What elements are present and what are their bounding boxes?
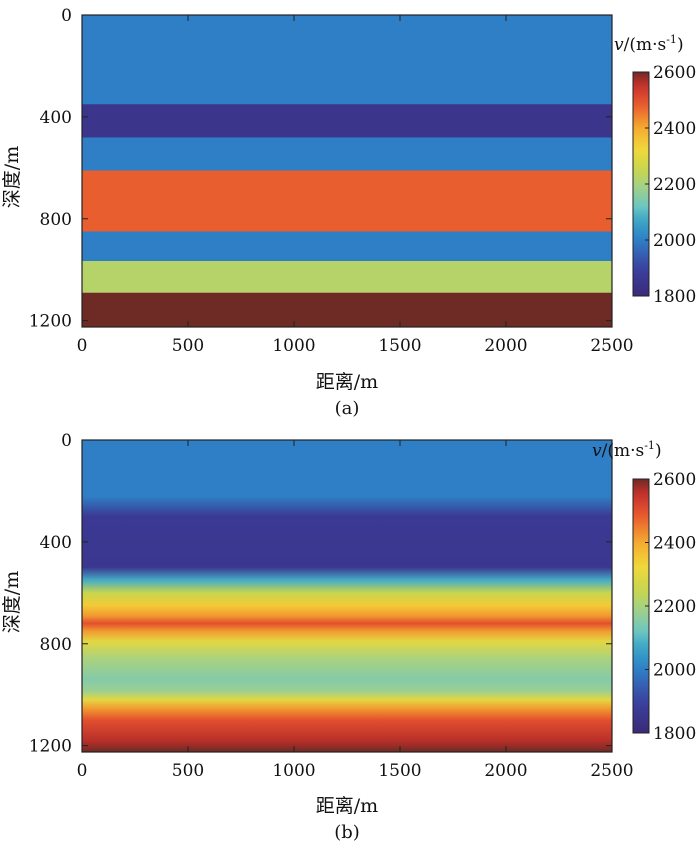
y-tick-label: 800 [40, 210, 72, 230]
x-tick-label: 500 [172, 761, 204, 781]
colorbar-tick-label: 2200 [653, 175, 696, 195]
y-axis-title: 深度/m [1, 146, 23, 208]
x-axis-title: 距离/m [316, 795, 378, 817]
colorbar-tick-label: 2000 [653, 231, 696, 251]
colorbar-title-variable: v [592, 441, 602, 461]
colorbar-tick-label: 2600 [653, 470, 696, 490]
panel-label: (b) [334, 822, 360, 843]
colorbar-title-exponent: -1 [666, 33, 677, 46]
y-tick-label: 800 [40, 635, 72, 655]
panel-label: (a) [335, 398, 360, 419]
chart-panel-a: 0 500 1000 1500 2000 2500 0 400 800 1200 距离/m 深度/m (… [1, 6, 696, 419]
y-tick-label: 1200 [29, 737, 72, 757]
y-tick-label: 0 [61, 6, 72, 26]
colorbar-title-variable: v [614, 35, 624, 55]
colorbar-tick-label: 2400 [653, 119, 696, 139]
x-tick-label: 1000 [272, 336, 315, 356]
y-tick-label: 400 [40, 108, 72, 128]
colorbar-title-close: ) [655, 441, 662, 461]
colorbar-tick-label: 2000 [653, 661, 696, 681]
colorbar-title: v/(m·s-1) [614, 33, 684, 55]
colorbar-tick-label: 1800 [653, 287, 696, 307]
colorbar-tick-label: 1800 [653, 724, 696, 744]
colorbar-title-close: ) [677, 35, 684, 55]
x-tick-label: 1500 [378, 336, 421, 356]
y-tick-label: 1200 [29, 312, 72, 332]
plot-frame [81, 439, 613, 753]
colorbar-title-exponent: -1 [644, 439, 655, 452]
colorbar-tick-label: 2600 [653, 63, 696, 83]
colorbar-title: v/(m·s-1) [592, 439, 662, 461]
x-tick-label: 500 [172, 336, 204, 356]
velocity-field [82, 15, 612, 327]
colorbar-tick-label: 2200 [653, 597, 696, 617]
y-tick-label: 0 [61, 431, 72, 451]
x-tick-label: 2500 [590, 761, 633, 781]
x-tick-label: 2500 [590, 336, 633, 356]
x-axis-title: 距离/m [316, 371, 378, 393]
y-tick-label: 400 [40, 533, 72, 553]
x-tick-label: 1000 [272, 761, 315, 781]
x-tick-label: 2000 [484, 336, 527, 356]
colorbar-title-unit: /(m·s [624, 35, 667, 55]
colorbar-title-unit: /(m·s [602, 441, 645, 461]
velocity-field [82, 440, 612, 752]
x-tick-label: 0 [77, 761, 88, 781]
chart-panel-b: 0 500 1000 1500 2000 2500 0 400 800 1200 距离/m 深度/m (… [1, 431, 696, 843]
x-tick-label: 2000 [484, 761, 527, 781]
x-tick-label: 1500 [378, 761, 421, 781]
plot-frame [81, 14, 613, 328]
x-tick-label: 0 [77, 336, 88, 356]
colorbar-tick-label: 2400 [653, 534, 696, 554]
y-axis-title: 深度/m [1, 571, 23, 633]
